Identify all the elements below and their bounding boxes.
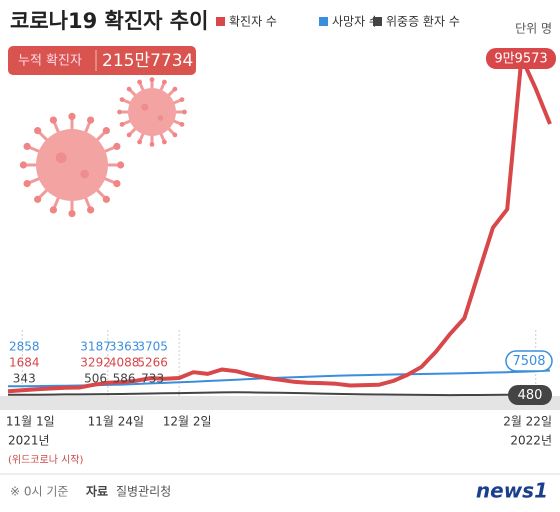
footnote: ※ 0시 기준 xyxy=(10,485,68,499)
virus-spike-tip xyxy=(119,97,125,103)
virus-spot xyxy=(80,169,89,179)
virus-body xyxy=(36,129,108,201)
virus-spike-tip xyxy=(102,195,110,203)
virus-spike-tip xyxy=(23,142,31,151)
series-line xyxy=(7,55,552,394)
virus-spike-tip xyxy=(117,109,122,115)
virus-spike-tip xyxy=(172,132,178,138)
virus-spike-tip xyxy=(179,121,185,127)
data-label: 3705 xyxy=(137,340,168,354)
chart-title: 코로나19 확진자 추이 xyxy=(10,9,208,33)
end-label-box xyxy=(505,350,553,372)
legend-swatch xyxy=(373,17,382,26)
virus-spike-tip xyxy=(172,86,178,92)
virus-spot xyxy=(157,115,164,121)
year-label: 2022년 xyxy=(510,434,552,448)
virus-spike-tip xyxy=(137,139,143,145)
x-tick-label: 11월 24일 xyxy=(88,415,144,429)
legend-label: 사망자 수 xyxy=(332,15,380,29)
virus-spike-tip xyxy=(179,97,185,103)
virus-spike-tip xyxy=(149,77,155,82)
legend-label: 확진자 수 xyxy=(229,15,277,29)
end-label: 480 xyxy=(518,388,543,403)
virus-body xyxy=(128,88,176,136)
data-label: 3292 xyxy=(80,356,111,370)
data-label: 4088 xyxy=(109,356,140,370)
source: 질병관리청 xyxy=(116,485,171,499)
virus-spike-tip xyxy=(86,116,95,124)
virus-spike-tip xyxy=(137,79,143,85)
brand-logo: news1 xyxy=(476,479,548,503)
source-label: 자료 xyxy=(86,484,108,499)
end-label: 7508 xyxy=(512,354,545,369)
virus-spike-tip xyxy=(161,79,167,85)
data-label: 586 xyxy=(113,372,136,386)
peak-label-box xyxy=(486,48,556,69)
virus-spike-tip xyxy=(113,142,121,151)
legend-label: 위중증 환자 수 xyxy=(386,15,460,29)
virus-spike-tip xyxy=(68,112,76,120)
virus-spike-tip xyxy=(86,206,95,214)
virus-spot xyxy=(55,152,67,164)
virus-spike-tip xyxy=(19,161,27,169)
x-tick-label: 11월 1일 xyxy=(6,415,55,429)
virus-spike-tip xyxy=(182,109,187,115)
peak-label: 9만9573 xyxy=(494,52,547,67)
year-label: 2021년 xyxy=(8,434,50,448)
virus-spike-tip xyxy=(126,132,132,138)
data-label: 506 xyxy=(84,372,107,386)
virus-spike-tip xyxy=(126,86,132,92)
virus-decoration xyxy=(19,77,187,218)
summary-label: 누적 확진자 xyxy=(18,54,82,69)
legend-swatch xyxy=(216,17,225,26)
virus-spike-tip xyxy=(119,121,125,127)
unit-label: 단위 명 xyxy=(515,22,552,36)
virus-spot xyxy=(141,103,149,111)
data-label: 2858 xyxy=(9,340,40,354)
virus-spike-tip xyxy=(117,161,125,169)
virus-spike-tip xyxy=(49,116,58,124)
end-label-box xyxy=(508,385,552,405)
virus-spike-tip xyxy=(102,127,110,135)
x-tick-label: 2월 22일 xyxy=(503,415,552,429)
summary-value: 215만7734 xyxy=(102,51,193,71)
data-label: 5266 xyxy=(137,356,168,370)
axis-band xyxy=(0,396,560,410)
virus-spike-tip xyxy=(113,179,121,188)
data-label: 733 xyxy=(141,372,164,386)
virus-spike-tip xyxy=(161,139,167,145)
data-label: 3187 xyxy=(80,340,111,354)
virus-spike-tip xyxy=(34,127,42,135)
virus-spike-tip xyxy=(34,195,42,203)
summary-box xyxy=(8,46,196,75)
x-tick-label: 12월 2일 xyxy=(163,415,212,429)
data-label: 1684 xyxy=(9,356,40,370)
event-label: (위드코로나 시작) xyxy=(8,453,83,466)
data-label: 343 xyxy=(13,372,36,386)
data-label: 3363 xyxy=(109,340,140,354)
virus-spike-tip xyxy=(149,142,155,147)
legend-swatch xyxy=(319,17,328,26)
virus-spike-tip xyxy=(68,210,76,218)
virus-spike-tip xyxy=(49,206,58,214)
virus-spike-tip xyxy=(23,179,31,188)
series-line xyxy=(8,391,550,397)
